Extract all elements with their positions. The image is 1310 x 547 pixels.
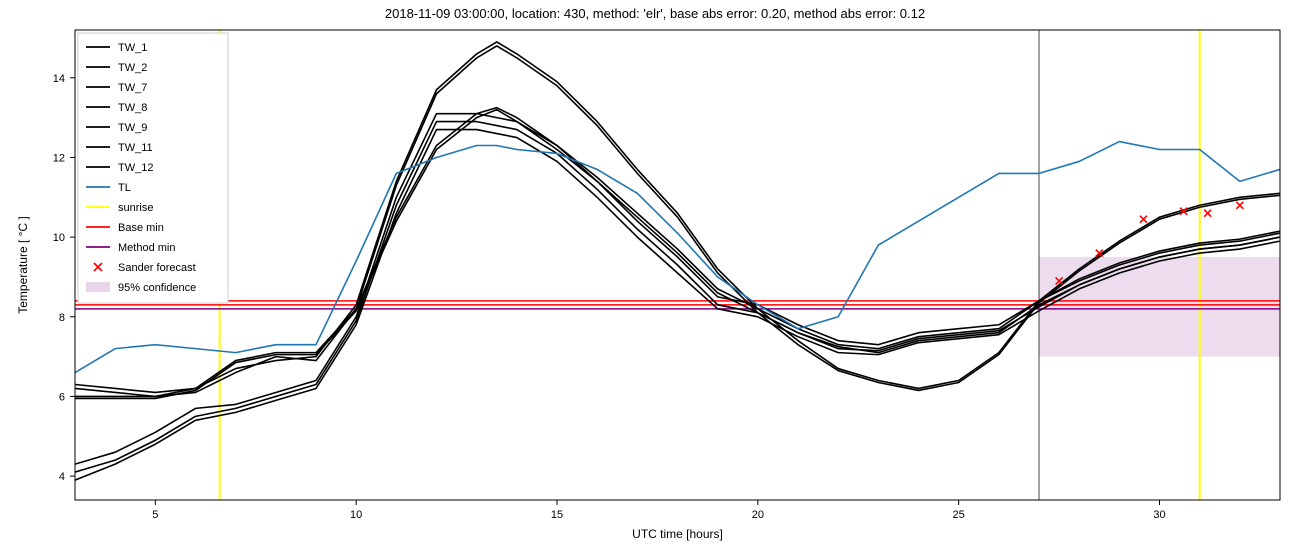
y-tick-label: 4 (59, 471, 65, 483)
chart-title: 2018-11-09 03:00:00, location: 430, meth… (385, 6, 925, 21)
legend-label: Sander forecast (118, 262, 196, 274)
legend-label: TW_8 (118, 102, 147, 114)
legend-label: Base min (118, 222, 164, 234)
x-tick-label: 30 (1153, 509, 1165, 521)
x-axis-label: UTC time [hours] (632, 527, 723, 541)
legend-label: TL (118, 182, 131, 194)
legend-label: TW_1 (118, 42, 147, 54)
legend-label: sunrise (118, 202, 153, 214)
legend-label: TW_7 (118, 82, 147, 94)
legend-label: 95% confidence (118, 282, 196, 294)
y-tick-label: 10 (53, 232, 65, 244)
legend-label: TW_11 (118, 142, 153, 154)
legend-label: TW_12 (118, 162, 153, 174)
x-tick-label: 20 (752, 509, 764, 521)
y-tick-label: 6 (59, 391, 65, 403)
chart-container: 2018-11-09 03:00:00, location: 430, meth… (0, 0, 1310, 547)
x-tick-label: 15 (551, 509, 563, 521)
legend-label: TW_9 (118, 122, 147, 134)
x-tick-label: 5 (152, 509, 158, 521)
x-tick-label: 10 (350, 509, 362, 521)
chart-svg: 2018-11-09 03:00:00, location: 430, meth… (0, 0, 1310, 547)
y-tick-label: 14 (53, 73, 65, 85)
legend-label: Method min (118, 242, 175, 254)
y-tick-label: 12 (53, 152, 65, 164)
legend-swatch (86, 282, 110, 292)
y-tick-label: 8 (59, 312, 65, 324)
legend: TW_1 TW_2 TW_7 TW_8 TW_9 TW_11 TW_12 TL sunrise B… (78, 33, 228, 303)
x-tick-label: 25 (953, 509, 965, 521)
y-axis-label: Temperature [ °C ] (16, 216, 30, 314)
legend-label: TW_2 (118, 62, 147, 74)
